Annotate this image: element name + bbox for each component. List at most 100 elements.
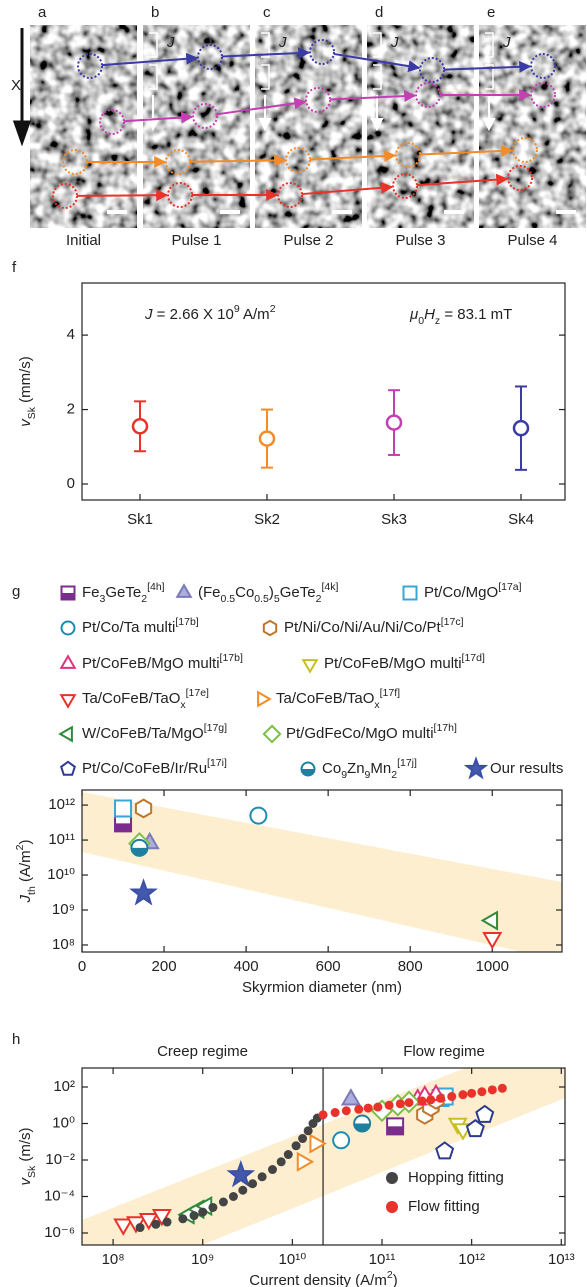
panel-caption: Pulse 3 — [395, 232, 445, 249]
legend-label-part: [17d] — [462, 652, 485, 664]
legend-marker — [61, 656, 75, 668]
y-tick-label: 10⁸ — [52, 936, 75, 953]
legend-label-part: [17c] — [441, 616, 464, 628]
panel-label: d — [375, 4, 383, 21]
data-point — [488, 1085, 497, 1094]
data-point — [342, 1106, 351, 1115]
legend-label-part: Pt/Ni/Co/Ni/Au/Ni/Co/Pt — [284, 619, 442, 636]
micrograph — [479, 25, 586, 228]
legend-label-part: [17b] — [175, 616, 198, 628]
data-point — [477, 1087, 486, 1096]
data-point — [208, 1203, 217, 1212]
y-axis-title-part: (m/s) — [17, 1127, 34, 1165]
legend-label-part: Pt/Co/CoFeB/Ir/Ru — [82, 760, 207, 777]
legend-marker — [61, 762, 75, 775]
panel-caption: Pulse 1 — [171, 232, 221, 249]
panel-label: c — [263, 4, 271, 21]
data-point — [136, 800, 151, 818]
y-axis-title-part: (A/m — [17, 850, 34, 886]
y-axis-title-part: th — [26, 886, 38, 895]
annotation-part: μ — [409, 306, 418, 323]
marker-fill — [62, 593, 75, 600]
legend-label-part: W/CoFeB/Ta/MgO — [82, 725, 204, 742]
x-tick-label: 1000 — [476, 958, 509, 975]
legend-label-part: [4k] — [321, 581, 338, 593]
legend-label-part: Fe — [82, 584, 100, 601]
y-axis-title-part: (mm/s) — [17, 356, 34, 407]
legend-label-part: Co — [322, 760, 341, 777]
data-point — [404, 1098, 413, 1107]
legend-label-part: 2 — [141, 593, 147, 605]
y-axis-title: Jth (A/m2) — [14, 840, 38, 904]
legend-label: Pt/GdFeCo/MgO multi[17h] — [286, 722, 457, 742]
legend-marker — [467, 759, 486, 777]
legend-label-part: [4h] — [147, 581, 165, 593]
legend-label: Flow fitting — [408, 1198, 480, 1215]
annotation-part: 2 — [270, 303, 276, 315]
y-tick-label: 10⁹ — [52, 901, 75, 918]
legend-marker — [177, 585, 191, 597]
legend-marker — [303, 660, 317, 672]
y-tick-label: 10⁻⁴ — [44, 1187, 75, 1204]
legend-label: Pt/Co/MgO[17a] — [424, 581, 522, 601]
data-point — [458, 1090, 467, 1099]
x-tick-label: 200 — [152, 958, 177, 975]
figure: aInitialbPulse 1JcPulse 2JdPulse 3JePuls… — [0, 0, 587, 1287]
data-point — [364, 1104, 373, 1113]
data-point — [418, 1097, 427, 1106]
legend-label-part: 0.5 — [221, 593, 236, 605]
x-tick-label: 600 — [316, 958, 341, 975]
data-point — [373, 1103, 382, 1112]
legend-label-part: Ta/CoFeB/TaO — [82, 690, 180, 707]
panel-label: b — [151, 4, 159, 21]
legend-label-part: [17h] — [434, 722, 457, 734]
data-point — [258, 1172, 267, 1181]
data-point — [426, 1095, 435, 1104]
x-tick-label: Sk3 — [381, 511, 407, 528]
annotation: μ0Hz = 83.1 mT — [409, 306, 512, 327]
legend-label: W/CoFeB/Ta/MgO[17g] — [82, 722, 227, 742]
data-point — [385, 1101, 394, 1110]
y-axis-title: vSk (m/s) — [17, 1127, 38, 1185]
y-axis-title: vSk (mm/s) — [17, 356, 38, 427]
data-point — [219, 1197, 228, 1206]
current-label: J — [390, 34, 399, 51]
legend-marker — [386, 1172, 398, 1184]
legend-label-part: 2 — [316, 593, 322, 605]
panel-label: a — [38, 4, 47, 21]
legend-marker — [386, 1201, 398, 1213]
x-axis-title-part: Current density (A/m — [249, 1272, 387, 1287]
x-tick-label: 10¹⁰ — [279, 1251, 307, 1268]
x-tick-label: Sk4 — [508, 511, 534, 528]
x-tick-label: 800 — [398, 958, 423, 975]
x-tick-label: 10⁹ — [191, 1251, 214, 1268]
trend-band — [82, 792, 562, 952]
data-point — [284, 1150, 293, 1159]
current-label: J — [502, 34, 511, 51]
x-tick-label: 10¹¹ — [369, 1251, 396, 1268]
annotation-part: A/m — [240, 306, 270, 323]
y-tick-label: 10⁰ — [52, 1114, 75, 1131]
legend-marker — [62, 622, 75, 635]
legend-label-part: Our results — [490, 760, 563, 777]
x-tick-label: 10¹³ — [548, 1251, 575, 1268]
scale-bar — [332, 210, 352, 214]
panel-label: g — [12, 583, 20, 600]
legend-label-part: Co — [235, 584, 254, 601]
data-point — [190, 1211, 199, 1220]
scale-bar — [220, 210, 240, 214]
data-point — [387, 416, 401, 430]
legend-marker — [264, 621, 276, 635]
data-point — [498, 1084, 507, 1093]
scale-bar — [107, 210, 127, 214]
legend-label-part: [17b] — [220, 652, 243, 664]
legend-label-part: Pt/GdFeCo/MgO multi — [286, 725, 434, 742]
data-point — [133, 419, 147, 433]
scale-bar — [556, 210, 576, 214]
track-arrow — [77, 195, 167, 196]
y-tick-label: 10⁻² — [45, 1151, 75, 1168]
legend-label-part: 0.5 — [254, 593, 269, 605]
legend-label-part: [17j] — [397, 757, 417, 769]
legend-label-part: x — [374, 699, 380, 711]
data-point — [260, 432, 274, 446]
